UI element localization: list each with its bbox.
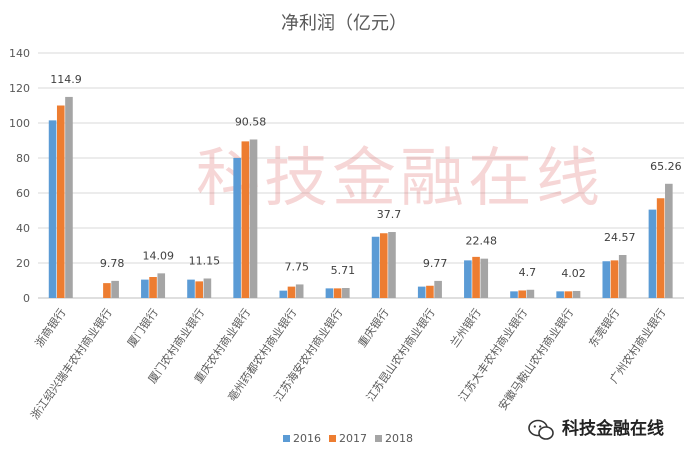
brand-label: 科技金融在线 [562, 418, 664, 439]
brand-mark: 科技金融在线 [528, 418, 664, 440]
bar-2016 [279, 290, 288, 298]
bar-2018 [665, 183, 673, 298]
legend: 2016 2017 2018 [283, 432, 413, 445]
gridlines [38, 52, 684, 299]
bar-2016 [510, 291, 518, 298]
bar-2018 [572, 290, 581, 298]
y-axis-ticks: 0 20 40 60 80 100 120 140 [9, 47, 30, 305]
bar-2016 [648, 209, 657, 298]
bar-2018 [203, 278, 212, 298]
legend-label: 2017 [339, 432, 367, 445]
data-label: 5.71 [331, 264, 356, 277]
y-tick-label: 0 [23, 292, 30, 305]
bar-2018 [526, 289, 535, 298]
bar-2018 [295, 284, 304, 298]
y-tick-label: 80 [16, 152, 30, 165]
bar-2018 [65, 96, 73, 298]
legend-label: 2016 [293, 432, 321, 445]
y-tick-label: 20 [16, 257, 30, 270]
bar-2016 [464, 260, 472, 298]
data-label: 65.26 [650, 160, 682, 173]
data-label: 22.48 [466, 235, 498, 248]
bar-2016 [233, 158, 241, 298]
bar-2017 [333, 288, 342, 298]
data-label: 90.58 [235, 115, 267, 128]
data-label: 9.78 [100, 257, 125, 270]
legend-swatch [283, 435, 290, 442]
bar-2017 [610, 260, 619, 298]
bar-2016 [371, 236, 380, 298]
bar-2017 [287, 286, 296, 298]
data-label: 24.57 [604, 231, 636, 244]
bar-2016 [141, 279, 149, 298]
bar-2017 [564, 291, 573, 298]
legend-swatch [375, 435, 382, 442]
data-label: 7.75 [284, 260, 309, 273]
bar-2018 [434, 280, 442, 298]
data-label: 114.9 [50, 73, 82, 86]
data-label: 37.7 [377, 208, 402, 221]
wechat-icon [528, 419, 554, 440]
bar-2017 [426, 285, 434, 298]
data-labels: 114.9 9.78 14.09 11.15 90.58 7.75 5.71 37.7 9.77… [50, 73, 681, 280]
bar-2018 [342, 288, 350, 298]
bar-2017 [379, 233, 388, 298]
bar-2016 [417, 286, 426, 298]
data-label: 14.09 [143, 249, 175, 262]
bar-2016 [325, 288, 334, 298]
legend-swatch [329, 435, 336, 442]
chart-title: 净利润（亿元） [281, 13, 407, 34]
bar-2017 [472, 256, 480, 298]
watermark: 科技金融在线 [196, 142, 604, 216]
bars [48, 96, 673, 298]
bar-2018 [388, 232, 396, 298]
bar-2017 [103, 283, 111, 298]
legend-label: 2018 [385, 432, 413, 445]
bar-2016 [187, 279, 195, 298]
data-label: 4.02 [561, 267, 586, 280]
y-tick-label: 40 [16, 222, 30, 235]
bar-2017 [518, 290, 526, 298]
y-tick-label: 60 [16, 187, 30, 200]
y-tick-label: 120 [9, 82, 30, 95]
data-label: 4.7 [519, 266, 537, 279]
bar-2017 [656, 198, 665, 298]
bar-2018 [111, 280, 119, 298]
bar-2018 [618, 255, 627, 298]
bar-2017 [195, 281, 203, 298]
data-label: 11.15 [189, 254, 221, 267]
y-tick-label: 140 [9, 47, 30, 60]
bar-2016 [556, 291, 564, 298]
y-tick-label: 100 [9, 117, 30, 130]
data-label: 9.77 [423, 257, 448, 270]
bar-2018 [480, 258, 489, 298]
bar-2016 [602, 261, 611, 298]
bar-2018 [249, 139, 258, 298]
bar-2017 [56, 105, 65, 298]
bar-2016 [48, 120, 57, 298]
bar-2017 [241, 141, 250, 298]
bar-2017 [149, 277, 157, 298]
bar-2018 [157, 273, 166, 298]
